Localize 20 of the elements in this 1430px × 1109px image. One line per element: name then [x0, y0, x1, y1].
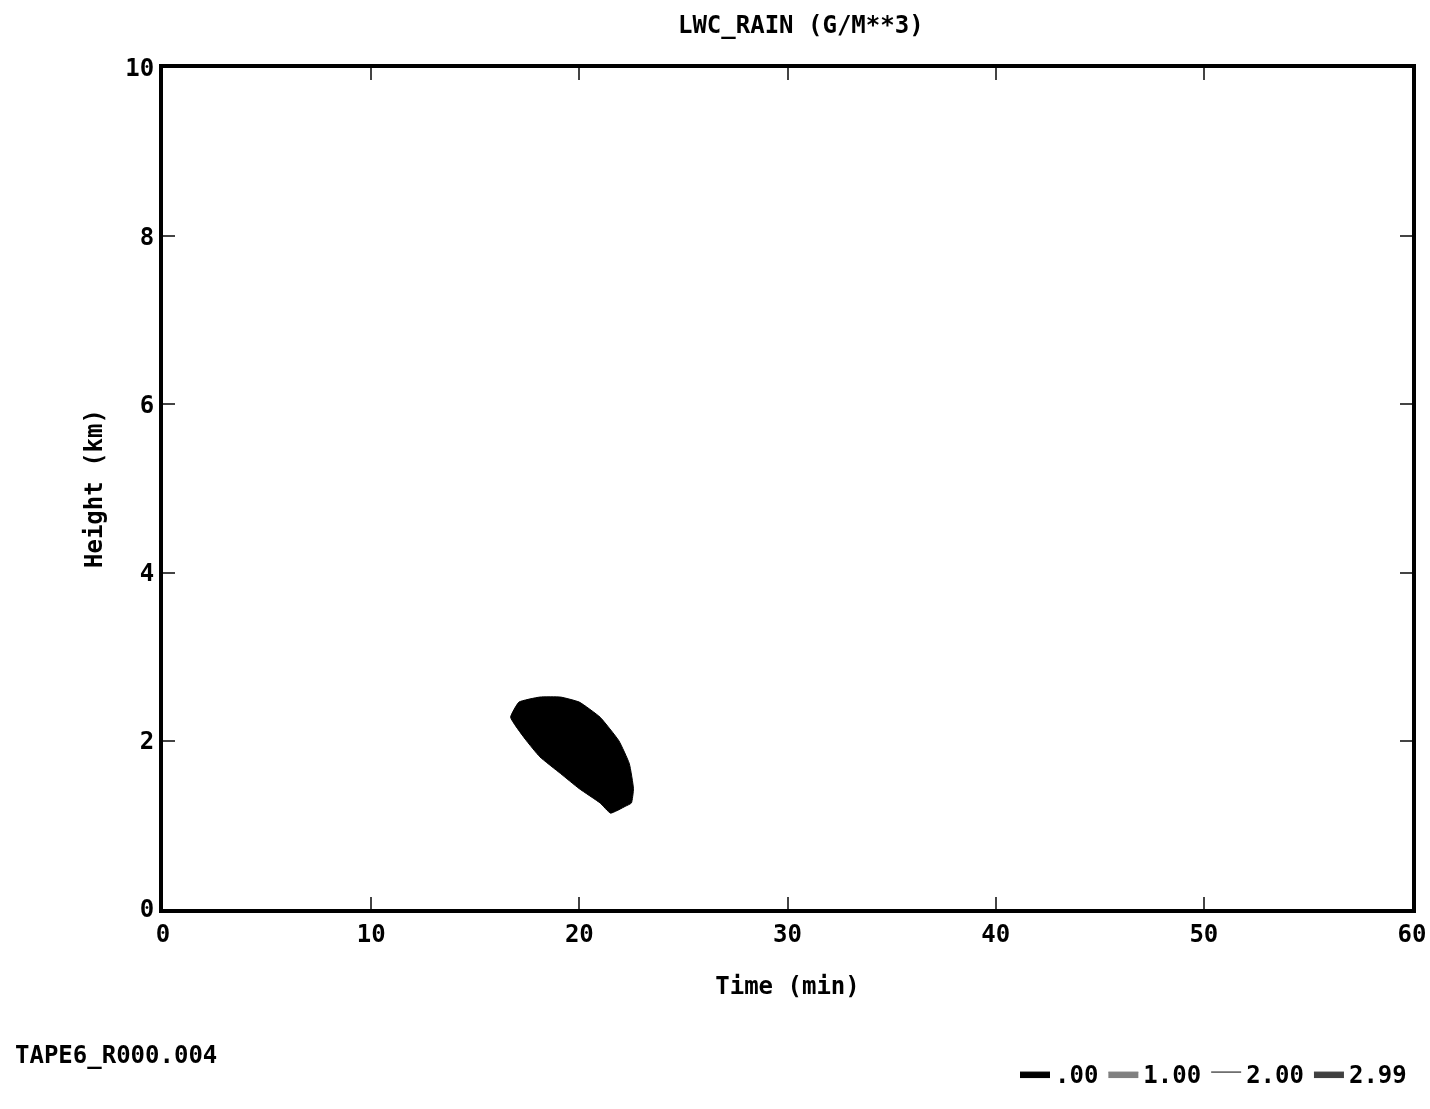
x-tick-label: 40 — [981, 919, 1011, 948]
x-tick-label: 10 — [356, 919, 386, 948]
x-tick-label: 60 — [1397, 919, 1427, 948]
y-tick-label: 8 — [139, 222, 155, 251]
x-axis-title: Time (min) — [715, 972, 860, 1000]
y-tick-label: 10 — [125, 54, 155, 83]
y-tick-label: 0 — [139, 895, 155, 924]
y-tick-label: 4 — [139, 559, 155, 587]
legend-label: 2.99 — [1348, 1061, 1407, 1090]
y-tick-label: 2 — [139, 727, 155, 756]
legend-label: .00 — [1055, 1061, 1099, 1090]
x-tick-label: 50 — [1189, 919, 1219, 948]
x-tick-label: 30 — [773, 919, 802, 948]
x-tick-label: 20 — [564, 919, 594, 948]
y-tick-label: 6 — [139, 390, 155, 419]
y-axis-title: Height (km) — [80, 409, 108, 568]
legend-label: 1.00 — [1143, 1061, 1202, 1090]
legend-label: 2.00 — [1246, 1061, 1304, 1090]
chart-title: LWC_RAIN (G/M**3) — [677, 11, 924, 40]
text: TAPE6_R000.004 — [15, 1041, 218, 1069]
